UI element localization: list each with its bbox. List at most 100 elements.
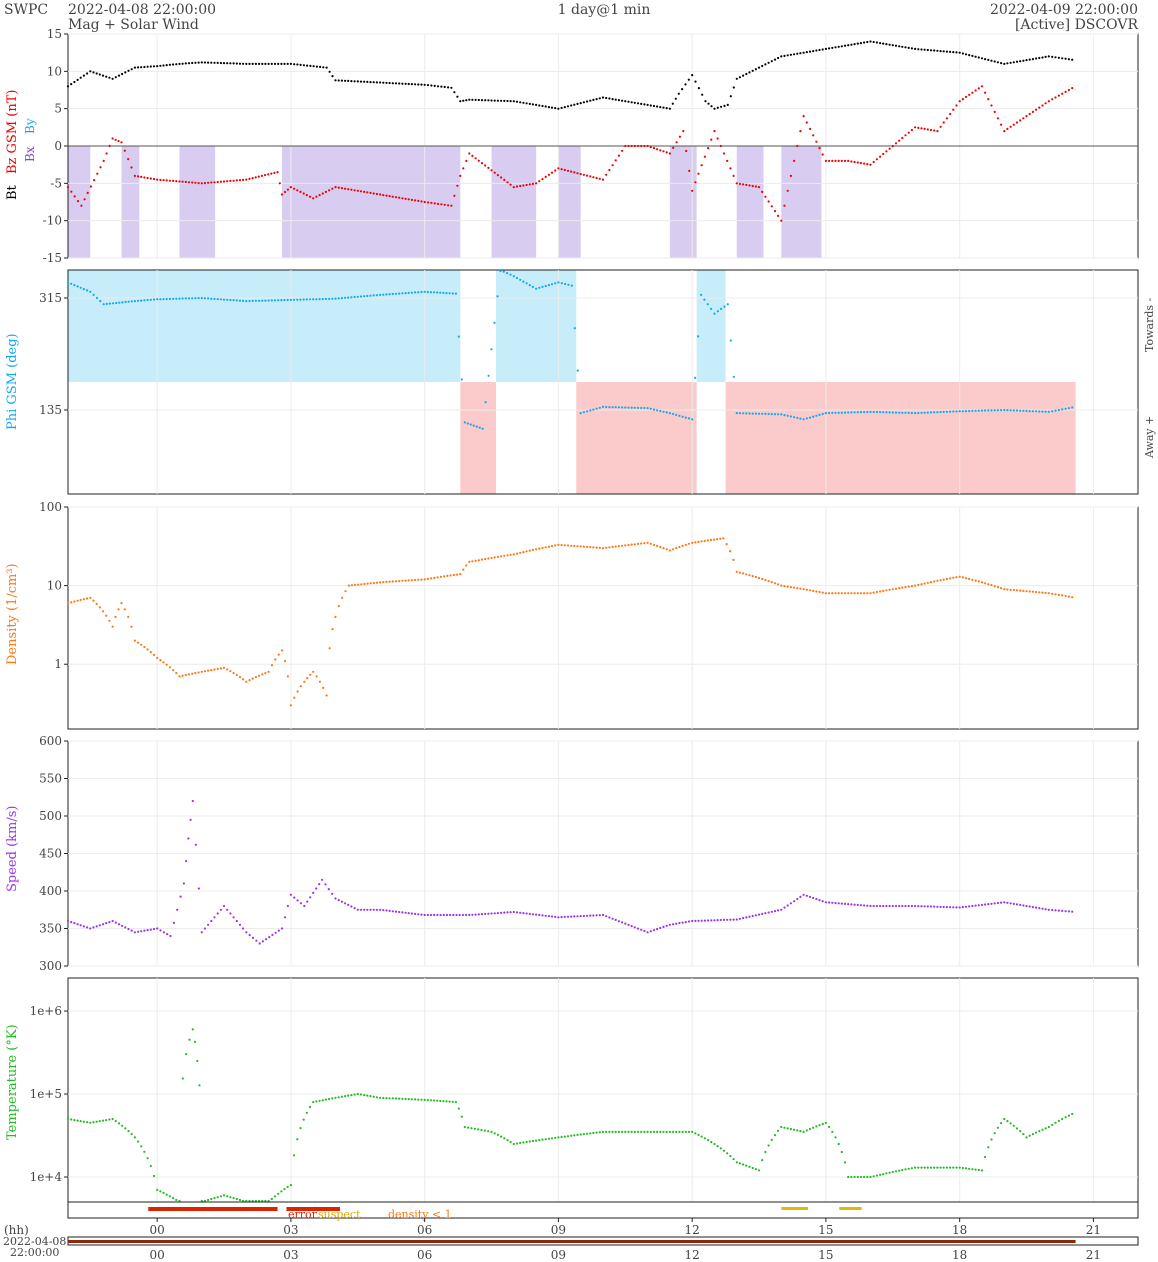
- speed-point: [436, 913, 439, 917]
- phi-point: [875, 410, 879, 414]
- temperature-point: [500, 1135, 503, 1138]
- bz-point: [1054, 96, 1057, 99]
- density-point: [528, 549, 531, 552]
- temperature-point: [86, 1121, 89, 1124]
- bt-point: [856, 42, 859, 45]
- density-point: [165, 663, 168, 666]
- ylabel-bt: Bt: [5, 184, 20, 200]
- temperature-point: [1009, 1122, 1012, 1125]
- bt-point: [388, 81, 391, 85]
- bt-point: [939, 50, 942, 53]
- phi-point: [490, 348, 493, 351]
- phi-point: [608, 406, 611, 409]
- temperature-point: [185, 1053, 188, 1056]
- speed-point: [608, 916, 611, 919]
- density-point: [337, 604, 340, 608]
- density-point: [535, 548, 538, 551]
- speed-point: [633, 926, 636, 929]
- density-point: [952, 576, 955, 579]
- speed-point: [283, 916, 287, 919]
- density-point: [799, 587, 802, 590]
- temperature-point: [439, 1099, 442, 1103]
- density-point: [742, 572, 745, 575]
- x-tick-label-bottom: 12: [685, 1248, 700, 1262]
- speed-point: [407, 912, 410, 915]
- phi-point: [1038, 410, 1041, 413]
- bz-point: [423, 200, 426, 204]
- phi-point: [745, 412, 748, 415]
- temperature-point: [882, 1173, 885, 1176]
- temperature-point: [856, 1175, 859, 1179]
- speed-point: [130, 929, 133, 932]
- speed-point: [197, 887, 200, 890]
- temperature-point: [729, 1155, 732, 1158]
- bt-point: [474, 98, 477, 101]
- density-point: [394, 580, 398, 583]
- bt-point: [456, 95, 459, 98]
- speed-point: [296, 899, 299, 902]
- speed-point: [388, 909, 391, 913]
- bz-point: [350, 188, 353, 191]
- density-point: [245, 680, 248, 683]
- density-point: [347, 584, 350, 587]
- phi-point: [1003, 408, 1006, 412]
- temperature-point: [640, 1130, 643, 1133]
- phi-point: [783, 414, 786, 417]
- phi-point: [207, 297, 210, 300]
- density-point: [449, 574, 452, 577]
- temperature-point: [563, 1135, 566, 1138]
- temperature-point: [1003, 1117, 1006, 1121]
- phi-point: [506, 272, 509, 275]
- phi-point: [793, 416, 796, 419]
- density-point: [322, 686, 325, 690]
- density-point: [149, 651, 152, 654]
- density-point: [101, 610, 105, 613]
- density-point: [184, 673, 187, 677]
- phi-point: [888, 411, 891, 414]
- speed-point: [875, 904, 879, 908]
- bt-point: [984, 58, 987, 61]
- speed-point: [984, 903, 987, 906]
- density-point: [401, 579, 404, 582]
- speed-point: [391, 910, 394, 913]
- bt-point: [453, 91, 456, 94]
- speed-point: [429, 913, 433, 917]
- speed-point: [315, 887, 318, 890]
- chart-subtitle: Mag + Solar Wind: [68, 17, 199, 33]
- bt-point: [633, 101, 636, 104]
- bt-point: [757, 66, 761, 69]
- temperature-point: [92, 1121, 95, 1124]
- speed-point: [722, 918, 726, 922]
- phi-point: [493, 321, 496, 324]
- bz-point: [238, 179, 242, 182]
- bt-point: [796, 52, 799, 55]
- bz-point: [159, 178, 162, 181]
- temperature-point: [722, 1149, 726, 1152]
- bz-point: [493, 171, 496, 174]
- bt-point: [235, 62, 238, 65]
- speed-point: [1006, 901, 1009, 904]
- density-point: [668, 549, 672, 552]
- phi-point: [184, 297, 187, 300]
- bz-point: [426, 201, 430, 204]
- density-point: [207, 669, 210, 672]
- phi-point: [1000, 409, 1003, 412]
- temperature-point: [404, 1097, 407, 1101]
- temperature-point: [554, 1136, 557, 1139]
- bz-point: [592, 176, 595, 179]
- bt-point: [194, 61, 197, 64]
- density-point: [197, 671, 200, 674]
- bz-point: [305, 194, 308, 197]
- speed-point: [665, 924, 668, 927]
- density-point: [993, 585, 996, 588]
- bt-point: [834, 46, 837, 49]
- phi-point: [238, 299, 242, 302]
- temperature-point: [605, 1130, 608, 1133]
- bz-point: [114, 138, 117, 141]
- density-point: [420, 578, 423, 581]
- phi-point: [573, 327, 576, 330]
- speed-point: [1044, 908, 1047, 911]
- temperature-point: [901, 1168, 904, 1172]
- speed-point: [306, 900, 309, 903]
